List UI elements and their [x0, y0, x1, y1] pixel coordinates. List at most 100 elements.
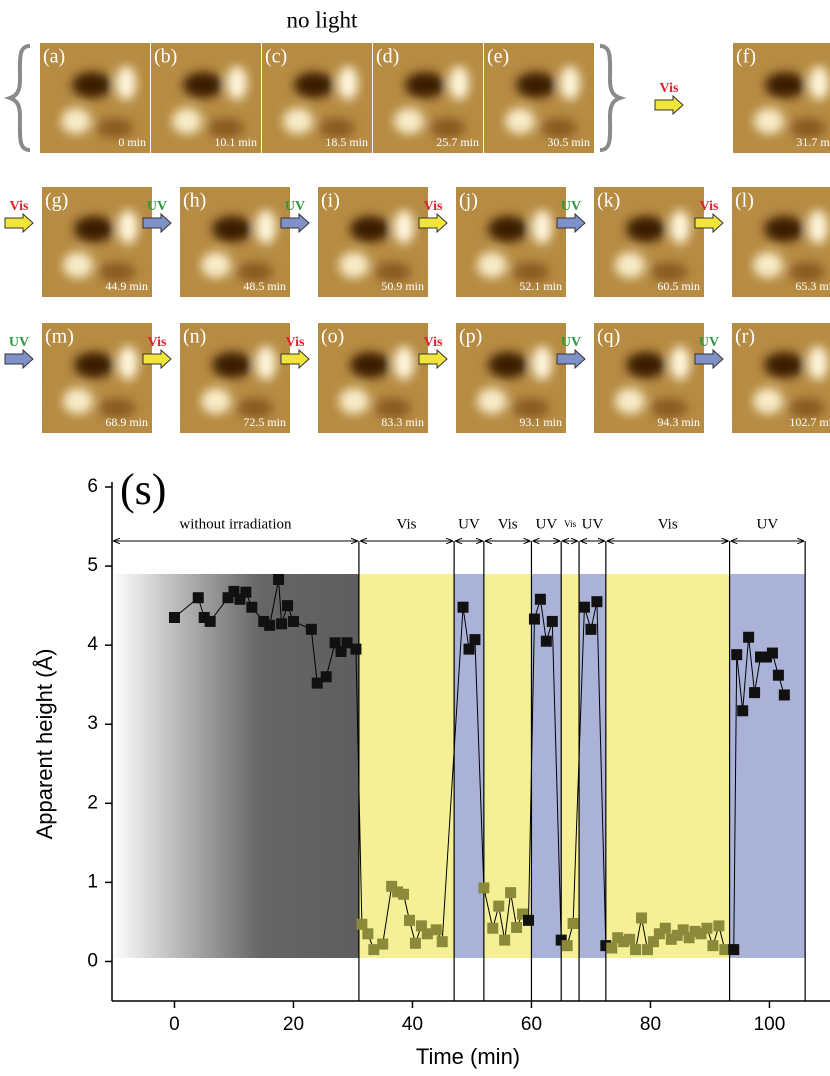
panel-time: 50.9 min [381, 279, 424, 293]
panel-time: 25.7 min [436, 135, 479, 149]
panel-time: 102.7 min [789, 415, 830, 429]
data-point [660, 923, 671, 934]
panel-label: (q) [597, 326, 620, 348]
region-label: Vis [498, 516, 518, 532]
panel-label: (l) [735, 190, 754, 212]
data-point [437, 936, 448, 947]
stm-panel: (g)44.9 min [42, 187, 152, 297]
data-point [511, 922, 522, 933]
light-label: Vis [660, 81, 679, 96]
stm-panel: (m)68.9 min [42, 323, 152, 433]
data-point [568, 918, 579, 929]
light-label: UV [561, 335, 581, 350]
data-point [240, 587, 251, 598]
data-point [431, 924, 442, 935]
y-tick-label: 2 [87, 792, 98, 813]
data-point [591, 596, 602, 607]
light-arrow [655, 96, 683, 114]
panel-time: 94.3 min [657, 415, 700, 429]
data-point [749, 687, 760, 698]
light-label: Vis [148, 335, 167, 350]
data-point [306, 624, 317, 635]
light-arrow [5, 214, 33, 232]
data-point [469, 634, 480, 645]
x-axis-title: Time (min) [416, 1044, 520, 1069]
light-label: UV [285, 199, 305, 214]
region-label: Vis [658, 516, 678, 532]
light-label: Vis [286, 335, 305, 350]
panel-time: 48.5 min [243, 279, 286, 293]
region-band [561, 574, 579, 958]
data-point [535, 594, 546, 605]
panel-time: 93.1 min [519, 415, 562, 429]
data-point [636, 912, 647, 923]
panel-time: 72.5 min [243, 415, 286, 429]
region-label: UV [458, 516, 480, 532]
data-point [737, 705, 748, 716]
stm-panel: (q) 94.3 min [594, 323, 704, 433]
stm-panel: (r) 102.7 min [732, 323, 830, 433]
region-band [606, 574, 730, 958]
region-label: UV [582, 516, 604, 532]
panel-time: 31.7 min [796, 135, 830, 149]
region-band [730, 574, 806, 958]
stm-panel: (j)52.1 min [456, 187, 566, 297]
data-point [743, 632, 754, 643]
light-label: Vis [424, 199, 443, 214]
data-point [529, 614, 540, 625]
data-point [523, 915, 534, 926]
panel-label: (g) [45, 190, 68, 212]
data-point [362, 928, 373, 939]
x-tick-label: 40 [402, 1014, 423, 1035]
data-point [731, 649, 742, 660]
data-point [585, 624, 596, 635]
panel-time: 83.3 min [381, 415, 424, 429]
data-point [779, 689, 790, 700]
x-tick-label: 20 [283, 1014, 304, 1035]
data-point [701, 923, 712, 934]
y-tick-label: 6 [87, 476, 98, 497]
panel-time: 60.5 min [657, 279, 700, 293]
panel-label: (e) [487, 46, 509, 68]
region-band [359, 574, 454, 958]
data-point [505, 887, 516, 898]
data-point [321, 671, 332, 682]
data-point [356, 919, 367, 930]
data-point [350, 644, 361, 655]
data-point [487, 923, 498, 934]
stm-panel: (h)48.5 min [180, 187, 290, 297]
panel-time: 65.3 min [795, 279, 830, 293]
y-tick-label: 5 [87, 555, 98, 576]
data-point [624, 934, 635, 945]
panel-label: (r) [735, 326, 755, 348]
region-label: UV [757, 516, 779, 532]
header: no light [287, 7, 359, 32]
data-point [478, 882, 489, 893]
data-point [246, 602, 257, 613]
data-point [404, 915, 415, 926]
panel-label: (f) [736, 46, 756, 68]
light-label: UV [699, 335, 719, 350]
data-point [707, 940, 718, 951]
light-arrow [5, 350, 33, 368]
y-tick-label: 0 [87, 950, 98, 971]
panel-time: 0 min [118, 135, 146, 149]
light-label: Vis [700, 199, 719, 214]
panel-label: (b) [154, 46, 177, 68]
data-point [541, 636, 552, 647]
panel-time: 68.9 min [105, 415, 148, 429]
bracket-left [10, 46, 30, 150]
y-axis-title: Apparent height (Å) [32, 649, 57, 840]
stm-panel: (p)93.1 min [456, 323, 566, 433]
x-tick-label: 0 [169, 1014, 180, 1035]
data-point [773, 670, 784, 681]
panel-label: (s) [120, 465, 166, 514]
light-label: UV [561, 199, 581, 214]
panel-label: (d) [376, 46, 399, 68]
panel-label: (k) [597, 190, 620, 212]
stm-panel: (e)30.5 min [484, 43, 594, 153]
data-point [606, 943, 617, 954]
light-label: UV [9, 335, 29, 350]
panel-label: (c) [265, 46, 287, 68]
stm-panel: (k) 60.5 min [594, 187, 704, 297]
